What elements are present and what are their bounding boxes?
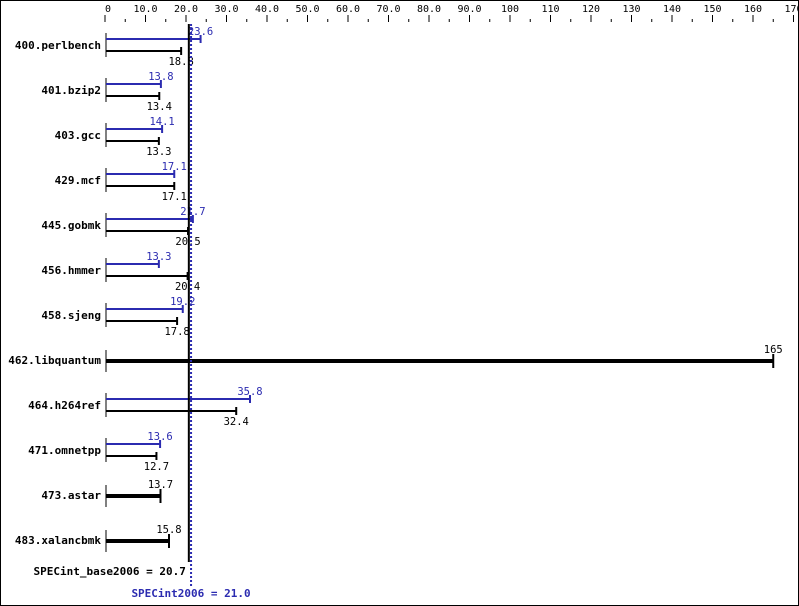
x-tick-label: 0: [105, 4, 111, 15]
base-value-label: 18.8: [168, 56, 193, 68]
x-tick-label: 170: [784, 4, 798, 15]
benchmark-label: 471.omnetpp: [28, 444, 101, 457]
benchmark-label: 429.mcf: [55, 174, 101, 187]
x-tick-label: 140: [663, 4, 681, 15]
base-mean-label: SPECint_base2006 = 20.7: [34, 565, 186, 578]
base-value-label: 17.1: [162, 191, 187, 203]
x-tick-label: 20.0: [174, 4, 198, 15]
x-tick-label: 50.0: [295, 4, 319, 15]
peak-value-label: 17.1: [162, 161, 187, 173]
peak-value-label: 14.1: [149, 116, 174, 128]
base-value-label: 17.8: [164, 326, 189, 338]
x-tick-label: 80.0: [417, 4, 441, 15]
x-tick-label: 150: [703, 4, 721, 15]
benchmark-label: 403.gcc: [55, 129, 101, 142]
base-value-label: 20.4: [175, 281, 200, 293]
base-value-label: 13.4: [147, 101, 172, 113]
x-tick-label: 60.0: [336, 4, 360, 15]
base-value-label: 15.8: [156, 524, 181, 536]
peak-value-label: 13.3: [146, 251, 171, 263]
x-tick-label: 120: [582, 4, 600, 15]
benchmark-label: 483.xalancbmk: [15, 534, 101, 547]
x-tick-label: 130: [622, 4, 640, 15]
x-tick-label: 90.0: [457, 4, 481, 15]
peak-value-label: 21.7: [180, 206, 205, 218]
benchmark-label: 456.hmmer: [41, 264, 101, 277]
benchmark-label: 401.bzip2: [41, 84, 101, 97]
x-tick-label: 100: [501, 4, 519, 15]
peak-value-label: 13.6: [147, 431, 172, 443]
benchmark-label: 464.h264ref: [28, 399, 101, 412]
base-value-label: 12.7: [144, 461, 169, 473]
base-value-label: 13.7: [148, 479, 173, 491]
peak-value-label: 23.6: [188, 26, 213, 38]
x-tick-label: 110: [541, 4, 559, 15]
x-tick-label: 160: [744, 4, 762, 15]
x-tick-label: 10.0: [133, 4, 157, 15]
base-value-label: 13.3: [146, 146, 171, 158]
benchmark-label: 462.libquantum: [8, 354, 101, 367]
x-tick-label: 30.0: [214, 4, 238, 15]
x-tick-label: 40.0: [255, 4, 279, 15]
benchmark-label: 458.sjeng: [41, 309, 101, 322]
benchmark-label: 400.perlbench: [15, 39, 101, 52]
benchmark-label: 473.astar: [41, 489, 101, 502]
benchmark-label: 445.gobmk: [41, 219, 101, 232]
base-value-label: 165: [764, 344, 783, 356]
peak-value-label: 13.8: [148, 71, 173, 83]
peak-mean-label: SPECint2006 = 21.0: [131, 587, 250, 600]
base-value-label: 32.4: [224, 416, 249, 428]
x-tick-label: 70.0: [376, 4, 400, 15]
peak-value-label: 35.8: [237, 386, 262, 398]
